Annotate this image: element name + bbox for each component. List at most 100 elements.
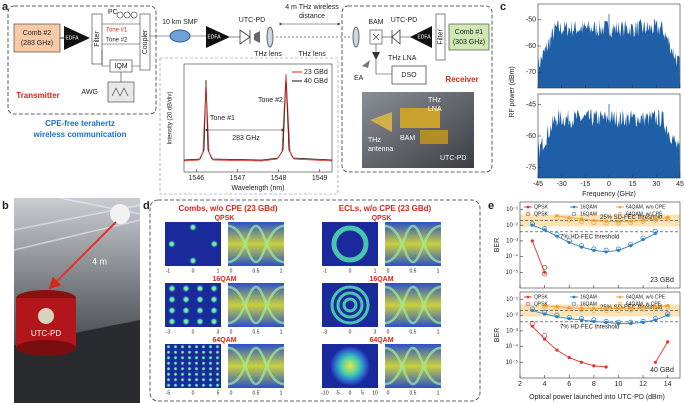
- constellation-point: [180, 344, 185, 349]
- data-point: [542, 265, 548, 271]
- pc-label: PC: [108, 9, 118, 16]
- constellation-point: [201, 366, 206, 371]
- data-point: [653, 217, 657, 221]
- constellation-point: [210, 284, 218, 293]
- legend-label: 23 GBd: [304, 69, 328, 76]
- constellation-point: [215, 350, 220, 355]
- data-point: [628, 241, 634, 247]
- constellation-point: [210, 306, 218, 315]
- legend-label: QPSK: [534, 211, 549, 217]
- tone-label: Tone #1: [106, 28, 128, 34]
- eye-trace: [384, 224, 442, 264]
- constellation-point: [210, 240, 219, 248]
- data-point: [628, 319, 634, 325]
- data-point: [554, 215, 560, 221]
- constellation-point: [208, 372, 213, 377]
- panel-c: c RF power (dBm) Frequency (GHz): [500, 1, 636, 198]
- x-tick-label: 12: [639, 381, 647, 388]
- comb-freq: (283 GHz): [21, 40, 53, 47]
- data-point: [615, 307, 622, 314]
- constellation-point: [167, 240, 176, 248]
- data-point: [542, 304, 548, 310]
- caption: wireless communication: [33, 130, 127, 139]
- axis-tick-label: 0: [387, 268, 390, 274]
- lens: [266, 26, 274, 48]
- fiber-spool: [169, 29, 191, 43]
- y-tick-label: -50: [526, 17, 536, 24]
- x-tick-label: 15: [629, 181, 637, 188]
- data-point: [604, 320, 608, 324]
- constellation-point: [215, 344, 220, 349]
- constellation-point: [182, 284, 190, 293]
- legend-marker: [572, 295, 576, 299]
- lens-label: THz lens: [298, 51, 326, 58]
- legend-marker: [618, 295, 622, 299]
- constellation-point: [166, 372, 171, 377]
- legend-label: 64QAM, w/o CPE: [626, 294, 666, 300]
- inset-box: [159, 57, 339, 195]
- axis-tick-label: -1: [166, 268, 171, 274]
- photo-module: [400, 108, 440, 128]
- constellation-point: [208, 350, 213, 355]
- data-point: [578, 243, 585, 249]
- axis-tick-label: 0: [230, 329, 233, 335]
- constellation-point: [180, 350, 185, 355]
- constellation-point: [166, 377, 171, 382]
- axis-tick-label: 0: [349, 390, 352, 396]
- axis-tick-label: 1: [437, 329, 440, 335]
- series-line: [556, 215, 668, 223]
- constellation-point: [187, 361, 192, 366]
- constellation-point: [201, 383, 206, 388]
- data-point: [542, 309, 548, 315]
- y-axis-label: BER: [494, 238, 501, 252]
- y-axis-label: Intensity (20 dB/div): [168, 91, 174, 144]
- lna-label: THz LNA: [388, 55, 417, 62]
- data-point: [665, 311, 671, 317]
- data-point: [604, 365, 608, 369]
- data-point: [591, 307, 597, 314]
- device-label: UTC-PD: [31, 329, 61, 338]
- distance-label: distance: [299, 13, 325, 20]
- awg-label: AWG: [82, 89, 98, 96]
- constellation-point: [196, 306, 204, 315]
- constellation-point: [173, 377, 178, 382]
- iqm-label: IQM: [114, 63, 127, 70]
- constellation-point: [187, 372, 192, 377]
- x-tick-label: 1548: [271, 175, 287, 182]
- data-point: [629, 306, 633, 310]
- x-tick-label: 1549: [312, 175, 328, 182]
- axis-tick-label: 0: [387, 390, 390, 396]
- axis-tick-label: 1: [437, 390, 440, 396]
- constellation-point: [182, 306, 190, 315]
- constellation-point: [201, 372, 206, 377]
- x-tick-label: -15: [580, 181, 590, 188]
- data-point: [566, 217, 572, 223]
- y-tick-label: 10⁻²: [506, 313, 518, 319]
- data-point: [578, 316, 585, 322]
- lna: [372, 52, 380, 60]
- comb-label: Comb #2: [23, 30, 52, 37]
- spectrum-23: [183, 77, 333, 161]
- lens: [352, 26, 360, 48]
- axis-tick-label: 0: [349, 268, 352, 274]
- panel-b: b 4 m UTC-PD: [2, 197, 141, 403]
- receiver-label: Receiver: [445, 75, 478, 84]
- constellation-point: [182, 295, 190, 304]
- axis-tick-label: 1: [217, 268, 220, 274]
- y-tick-label: 10⁻⁴: [506, 253, 519, 260]
- mixer: [372, 33, 380, 41]
- constellation-point: [187, 344, 192, 349]
- distance-arrow: [48, 221, 117, 290]
- x-tick-label: 14: [664, 381, 672, 388]
- x-tick-label: 6: [567, 381, 571, 388]
- constellation-point: [173, 372, 178, 377]
- y-axis-label: RF power (dBm): [509, 66, 516, 117]
- y-tick-label: 10⁻⁴: [506, 343, 519, 350]
- x-tick-label: 10: [615, 381, 623, 388]
- panel-e: e Optical power launched into UTC-PD (dB…: [488, 200, 665, 401]
- dso-label: DSO: [401, 72, 417, 79]
- filter-label: Filter: [437, 29, 444, 45]
- y-tick-label: -45: [526, 101, 536, 108]
- legend-marker: [571, 211, 577, 217]
- photo-antenna: [370, 112, 392, 132]
